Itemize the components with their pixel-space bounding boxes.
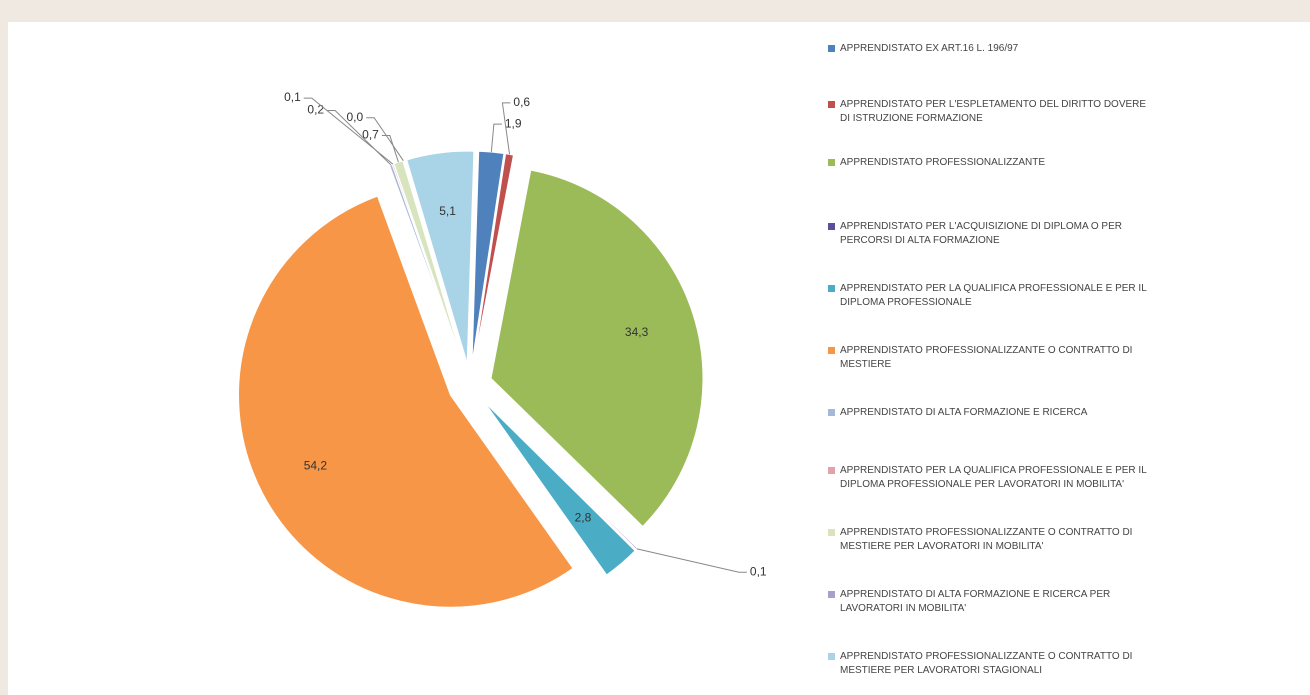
- legend-item: APPRENDISTATO DI ALTA FORMAZIONE E RICER…: [828, 406, 1148, 420]
- legend-swatch: [828, 467, 835, 474]
- pie-slice: [238, 195, 574, 608]
- legend-item: APPRENDISTATO PER L'ESPLETAMENTO DEL DIR…: [828, 98, 1148, 126]
- legend-label: APPRENDISTATO PROFESSIONALIZZANTE O CONT…: [840, 345, 1133, 370]
- pie-slice: [471, 150, 505, 364]
- data-label: 34,3: [625, 325, 649, 339]
- legend-item: APPRENDISTATO PER LA QUALIFICA PROFESSIO…: [828, 464, 1148, 492]
- legend-swatch: [828, 409, 835, 416]
- legend-swatch: [828, 529, 835, 536]
- legend-label: APPRENDISTATO DI ALTA FORMAZIONE E RICER…: [840, 589, 1111, 614]
- legend-label: APPRENDISTATO PROFESSIONALIZZANTE O CONT…: [840, 651, 1133, 676]
- data-label: 2,8: [575, 510, 592, 524]
- legend-label: APPRENDISTATO PROFESSIONALIZZANTE: [840, 157, 1046, 168]
- pie-slice: [406, 150, 475, 364]
- leader-line: [381, 135, 399, 163]
- legend-swatch: [828, 101, 835, 108]
- pie-slice: [473, 153, 515, 364]
- leader-line: [636, 548, 747, 573]
- legend-item: APPRENDISTATO PROFESSIONALIZZANTE O CONT…: [828, 344, 1148, 372]
- leader-line: [501, 102, 511, 155]
- pie-slice: [490, 169, 704, 528]
- legend-item: APPRENDISTATO EX ART.16 L. 196/97: [828, 42, 1148, 56]
- data-label: 0,1: [284, 90, 301, 104]
- data-label: 0,7: [362, 128, 379, 142]
- legend-label: APPRENDISTATO PER L'ACQUISIZIONE DI DIPL…: [840, 221, 1122, 246]
- legend-item: APPRENDISTATO PROFESSIONALIZZANTE: [828, 156, 1148, 170]
- data-label: 5,1: [439, 204, 456, 218]
- legend-label: APPRENDISTATO PER L'ESPLETAMENTO DEL DIR…: [840, 99, 1147, 124]
- chart: 1,9 0,6 34,3 0,1 2,8 54,2 0,2 0,1 0,7 0,0 5,1: [238, 90, 767, 608]
- legend-item: APPRENDISTATO DI ALTA FORMAZIONE E RICER…: [828, 588, 1148, 616]
- data-label: 0,6: [513, 95, 530, 109]
- legend-item: APPRENDISTATO PROFESSIONALIZZANTE O CONT…: [828, 650, 1148, 678]
- leader-line: [366, 117, 404, 161]
- leader-line: [490, 123, 502, 153]
- legend-label: APPRENDISTATO PER LA QUALIFICA PROFESSIO…: [840, 465, 1147, 490]
- legend-item: APPRENDISTATO PROFESSIONALIZZANTE O CONT…: [828, 526, 1148, 554]
- legend-label: APPRENDISTATO EX ART.16 L. 196/97: [840, 43, 1019, 54]
- legend-swatch: [828, 347, 835, 354]
- legend-label: APPRENDISTATO PROFESSIONALIZZANTE O CONT…: [840, 527, 1133, 552]
- legend-label: APPRENDISTATO PER LA QUALIFICA PROFESSIO…: [840, 283, 1147, 308]
- legend-item: APPRENDISTATO PER LA QUALIFICA PROFESSIO…: [828, 282, 1148, 310]
- legend-swatch: [828, 285, 835, 292]
- pie-slice: [483, 401, 636, 576]
- legend-swatch: [828, 159, 835, 166]
- pie-slice: [402, 160, 465, 365]
- data-label: 1,9: [505, 116, 522, 130]
- legend-swatch: [828, 223, 835, 230]
- legend-swatch: [828, 653, 835, 660]
- data-label: 0,1: [750, 564, 767, 578]
- leader-line: [303, 97, 394, 165]
- legend-swatch: [828, 591, 835, 598]
- legend-label: APPRENDISTATO DI ALTA FORMAZIONE E RICER…: [840, 407, 1088, 418]
- data-label: 0,0: [346, 110, 363, 124]
- legend-item: APPRENDISTATO PER L'ACQUISIZIONE DI DIPL…: [828, 220, 1148, 248]
- legend-swatch: [828, 45, 835, 52]
- data-label: 0,2: [307, 103, 324, 117]
- data-label: 54,2: [304, 458, 328, 472]
